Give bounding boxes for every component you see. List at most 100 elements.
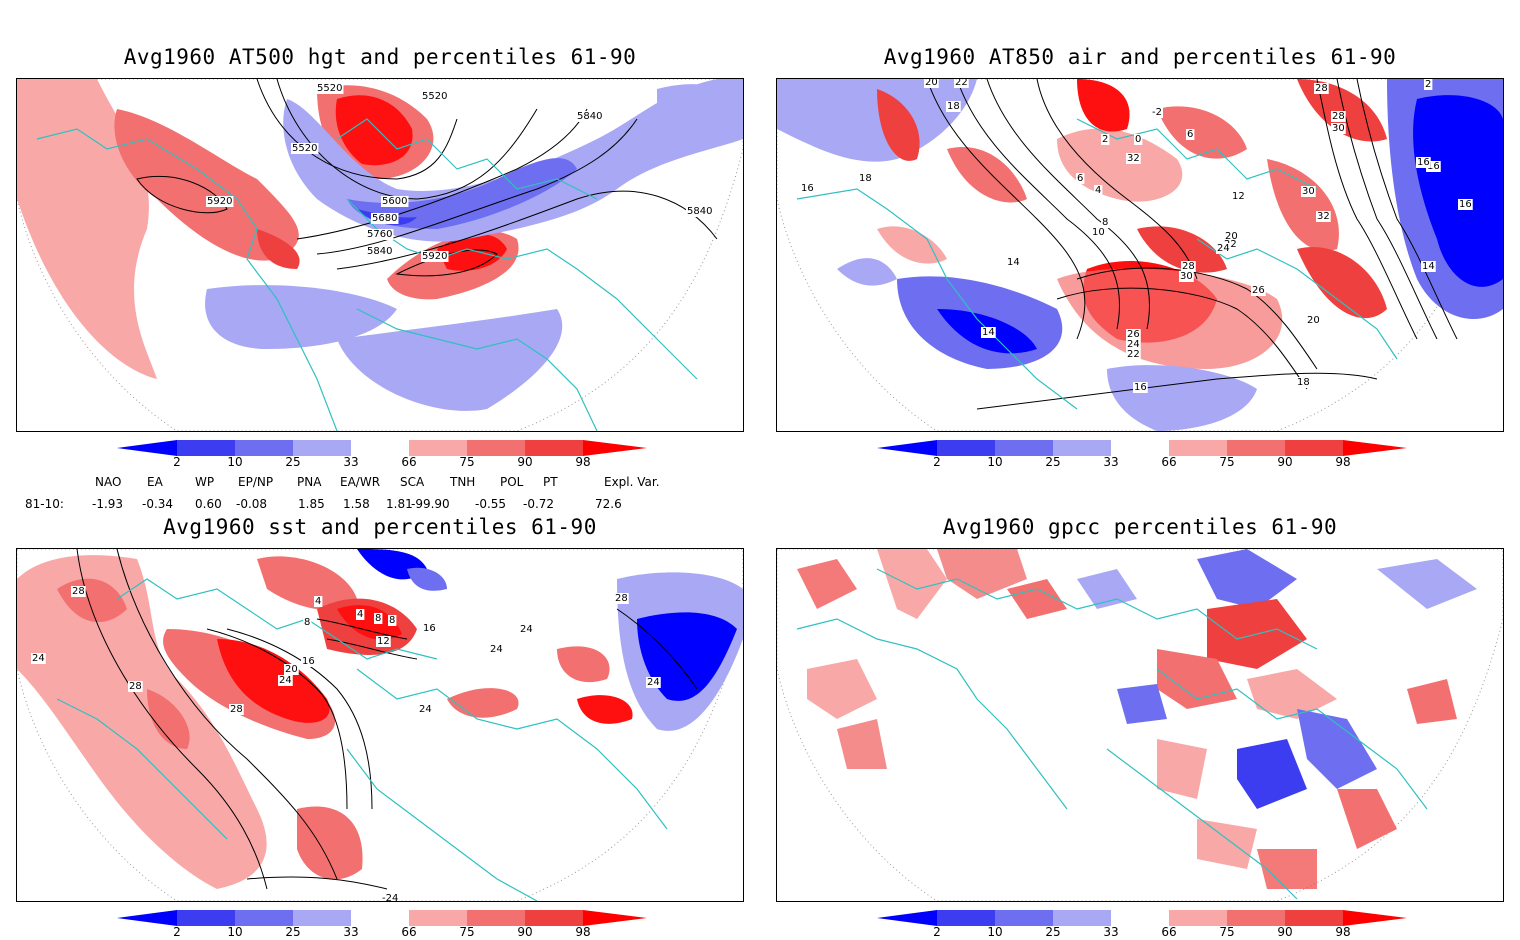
index-name: PNA [297, 475, 322, 489]
contour-label: 26 [1252, 285, 1265, 296]
index-name: Expl. Var. [604, 475, 660, 489]
colorbar-label: 33 [1103, 925, 1119, 939]
contour-label: 12 [377, 636, 390, 647]
colorbar-label: 25 [1045, 925, 1061, 939]
contour-label: 24 [647, 677, 660, 688]
contour-label: 30 [1332, 123, 1345, 134]
contour-label: 5760 [367, 229, 392, 240]
colorbar-label: 25 [285, 925, 301, 939]
index-value: -1.93 [92, 497, 124, 511]
contour-label: 16 [1459, 199, 1472, 210]
contour-label: 28 [72, 586, 85, 597]
colorbar-hgt: 2 10 25 33 66 75 90 98 [117, 440, 647, 470]
contour-label: 28 [1315, 83, 1328, 94]
map-panel-hgt: 5520 5520 5840 5520 5920 5600 5680 5760 … [16, 78, 744, 432]
map-panel-gpcc [776, 548, 1504, 902]
map-hgt: 5520 5520 5840 5520 5920 5600 5680 5760 … [17, 79, 743, 431]
contour-label: 14 [982, 327, 995, 338]
colorbar-label: 10 [227, 455, 243, 469]
colorbar-label: 90 [1277, 455, 1293, 469]
colorbar-label: 10 [987, 925, 1003, 939]
contour-label: 16 [1427, 161, 1440, 172]
contour-label: 32 [1317, 211, 1330, 222]
colorbar-label: 66 [1161, 925, 1177, 939]
colorbar-label: 10 [987, 455, 1003, 469]
contour-label: 24 [419, 704, 432, 715]
map-panel-air: 20 22 18 -2 2 0 6 28 28 30 2 32 16 6 4 1… [776, 78, 1504, 432]
index-value: -0.08 [236, 497, 268, 511]
colorbar-label: 66 [1161, 455, 1177, 469]
contour-label: 5520 [292, 143, 317, 154]
panel-title-sst: Avg1960 sst and percentiles 61-90 [163, 515, 597, 539]
colorbar-label: 90 [517, 455, 533, 469]
contour-label: 5840 [577, 111, 602, 122]
index-name: NAO [95, 475, 122, 489]
index-value: 1.58 [343, 497, 370, 511]
index-value: 1.81 [386, 497, 413, 511]
contour-label: 28 [129, 681, 142, 692]
index-name: PT [543, 475, 558, 489]
contour-label: 8 [304, 617, 310, 628]
colorbar-gpcc: 2 10 25 33 66 75 90 98 [877, 910, 1407, 940]
contour-label: 18 [1297, 377, 1310, 388]
colorbar-label: 66 [401, 925, 417, 939]
colorbar-label: 75 [459, 455, 475, 469]
contour-label: 5840 [687, 206, 712, 217]
contour-label: 28 [1332, 111, 1345, 122]
contour-label: 16 [1417, 157, 1430, 168]
colorbar-label: 33 [1103, 455, 1119, 469]
contour-label: 8 [389, 615, 395, 626]
colorbar-label: 10 [227, 925, 243, 939]
contour-label: -2 [1152, 107, 1162, 118]
contour-label: 5520 [317, 83, 342, 94]
index-name: EA [147, 475, 163, 489]
contour-label: 5680 [372, 213, 397, 224]
index-value: 1.85 [298, 497, 325, 511]
contour-label: 5840 [367, 246, 392, 257]
index-name: SCA [400, 475, 425, 489]
contour-label: -24 [382, 893, 398, 901]
contour-label: 5920 [422, 251, 447, 262]
contour-label: 18 [859, 173, 872, 184]
index-name: EP/NP [238, 475, 274, 489]
colorbar-label: 2 [173, 925, 181, 939]
colorbar-label: 98 [575, 455, 591, 469]
contour-label: 18 [947, 101, 960, 112]
contour-label: 4 [1095, 185, 1101, 196]
contour-label: 16 [801, 183, 814, 194]
index-value: 0.60 [195, 497, 222, 511]
contour-label: 14 [1422, 261, 1435, 272]
contour-label: 24 [520, 624, 533, 635]
colorbar-label: 33 [343, 455, 359, 469]
contour-label: 30 [1180, 271, 1193, 282]
contour-label: 8 [1102, 217, 1108, 228]
contour-label: 24 [490, 644, 503, 655]
colorbar-graphic [117, 910, 647, 926]
colorbar-air: 2 10 25 33 66 75 90 98 [877, 440, 1407, 470]
index-row-label: 81-10: [25, 497, 64, 511]
colorbar-label: 75 [1219, 455, 1235, 469]
contour-label: 10 [1092, 227, 1105, 238]
colorbar-label: 2 [173, 455, 181, 469]
colorbar-label: 75 [459, 925, 475, 939]
contour-label: 8 [375, 613, 381, 624]
colorbar-label: 98 [575, 925, 591, 939]
contour-label: 2 [1102, 134, 1108, 145]
colorbar-graphic [117, 440, 647, 456]
contour-label: 20 [285, 664, 298, 675]
colorbar-label: 25 [285, 455, 301, 469]
contour-label: 20 [1225, 231, 1238, 242]
contour-label: 14 [1007, 257, 1020, 268]
index-value: -0.55 [475, 497, 507, 511]
contour-label: 20 [1307, 315, 1320, 326]
index-value: 72.6 [595, 497, 622, 511]
index-name: WP [195, 475, 215, 489]
colorbar-label: 2 [933, 455, 941, 469]
colorbar-graphic [877, 440, 1407, 456]
map-panel-sst: 28 24 28 4 8 8 4 12 8 16 20 24 16 28 24 … [16, 548, 744, 902]
contour-label: 16 [423, 623, 436, 634]
contour-label: 24 [1217, 243, 1230, 254]
contour-label: 24 [1127, 339, 1140, 350]
colorbar-label: 90 [517, 925, 533, 939]
contour-label: 32 [1127, 153, 1140, 164]
